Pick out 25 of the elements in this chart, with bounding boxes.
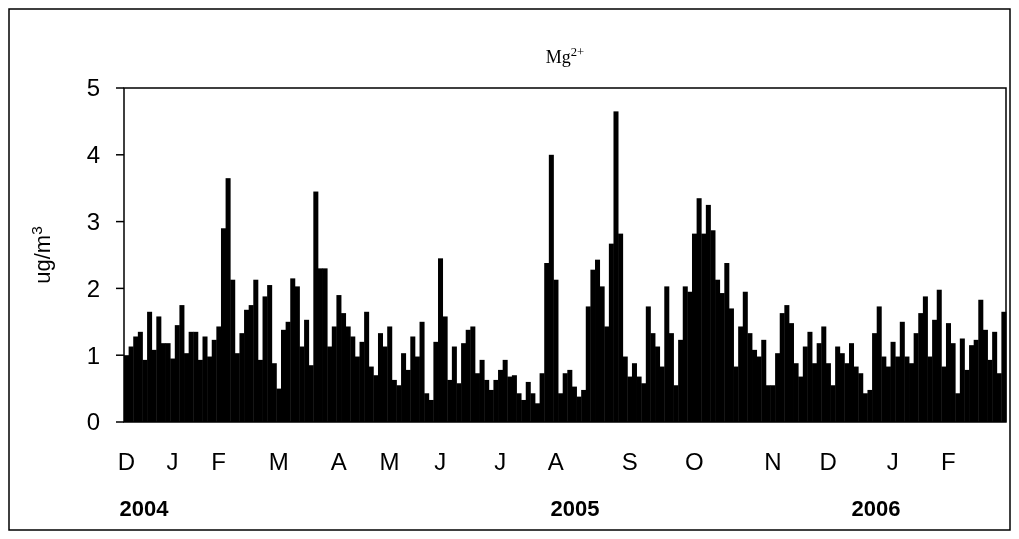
x-tick-label: O (684, 448, 704, 475)
x-tick-label: J (434, 448, 447, 475)
x-tick-label: F (211, 448, 226, 475)
x-tick-label: J (494, 448, 507, 475)
x-tick-label: J (166, 448, 179, 475)
text: 2006 (851, 496, 901, 521)
y-tick-label: 1 (86, 341, 100, 369)
y-tick-label: 3 (86, 208, 100, 235)
y-tick-label: 4 (86, 141, 100, 169)
y-tick-label: 5 (86, 74, 100, 102)
x-tick-label: N (764, 448, 782, 475)
x-tick-label: M (268, 448, 289, 475)
chart-title: Mg$^{2+}$ (545, 45, 585, 67)
text: 2005 (550, 496, 600, 521)
x-tick-label: M (379, 448, 400, 475)
y-tick-label: 0 (86, 408, 100, 436)
x-tick-label: S (621, 448, 638, 475)
x-tick-label: D (819, 448, 837, 475)
x-tick-label: J (886, 448, 899, 475)
x-tick-label: A (547, 448, 564, 475)
y-tick-label: 2 (86, 274, 100, 302)
x-tick-label: F (940, 448, 956, 475)
x-tick-label: A (330, 448, 347, 475)
text: 2004 (119, 496, 170, 521)
x-tick-label: D (117, 448, 135, 475)
